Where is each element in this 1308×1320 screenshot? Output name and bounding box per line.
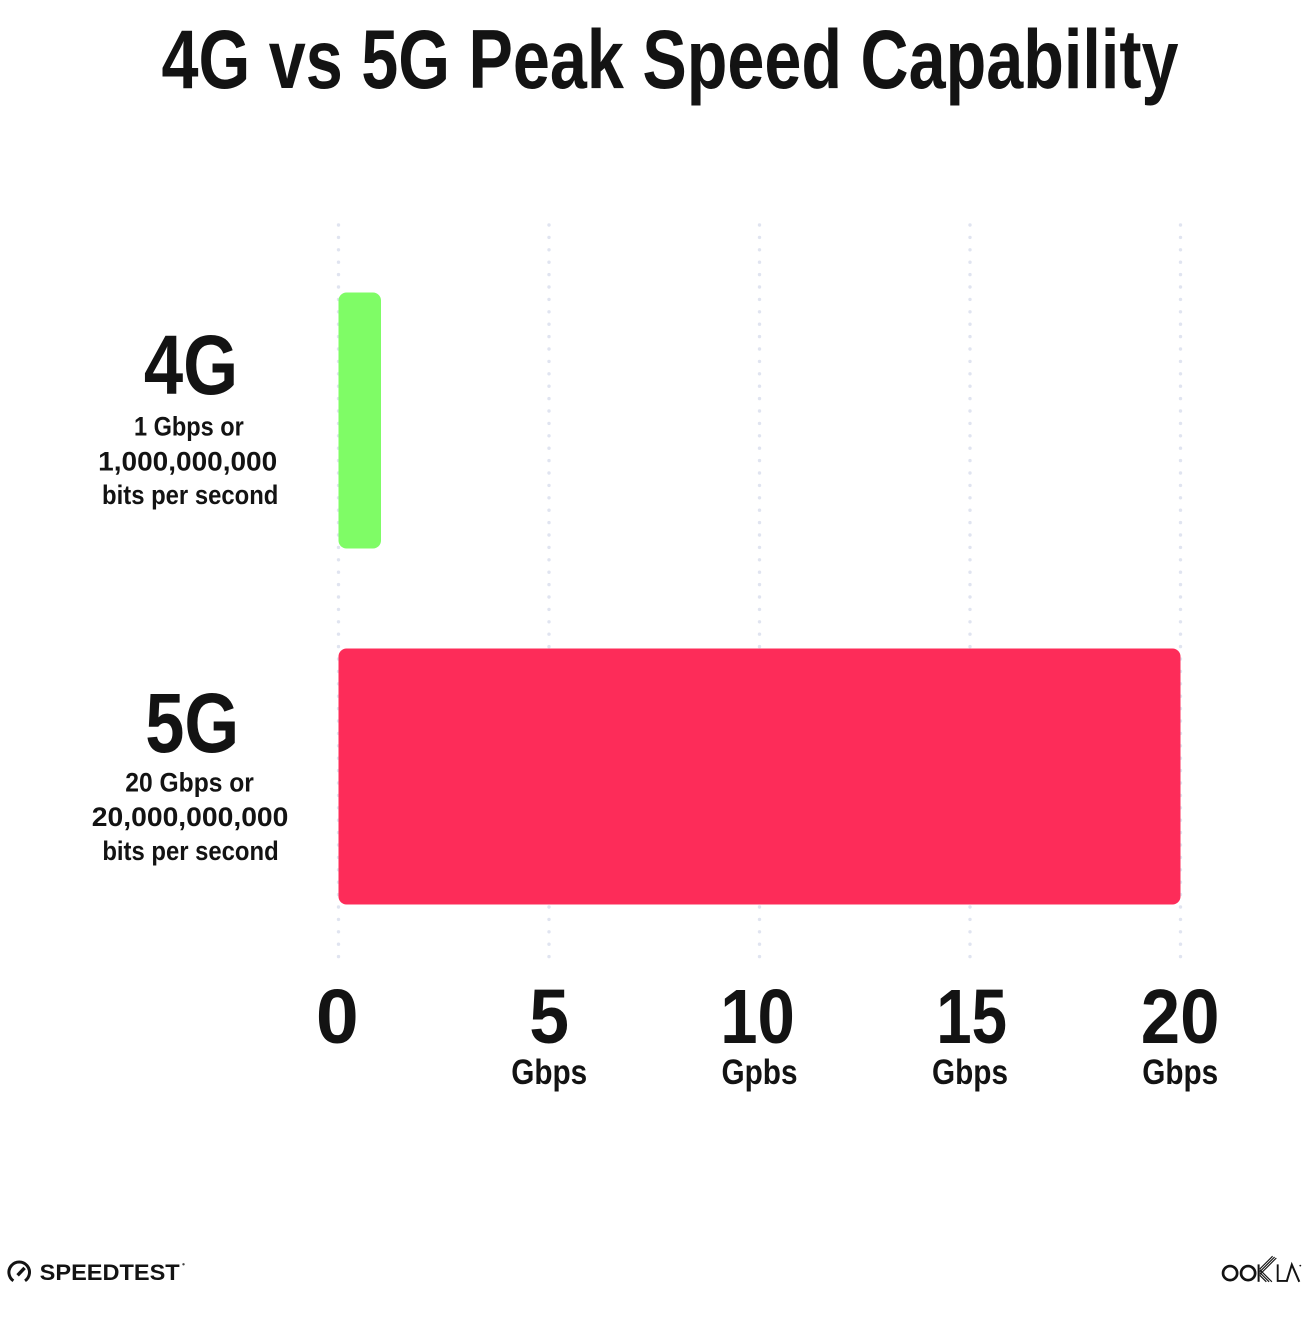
- svg-text:4G: 4G: [144, 318, 238, 412]
- svg-text:SPEEDTEST: SPEEDTEST: [40, 1260, 180, 1285]
- svg-text:0: 0: [316, 974, 359, 1060]
- svg-text:1,000,000,000: 1,000,000,000: [98, 446, 277, 476]
- svg-text:5G: 5G: [145, 676, 239, 770]
- svg-text:20,000,000,000: 20,000,000,000: [92, 802, 289, 832]
- svg-text:4G vs 5G Peak Speed Capability: 4G vs 5G Peak Speed Capability: [162, 12, 1179, 106]
- svg-text:Gpbs: Gpbs: [722, 1053, 798, 1092]
- svg-text:10: 10: [720, 974, 795, 1060]
- svg-text:bits per second: bits per second: [102, 836, 278, 866]
- svg-text:20: 20: [1141, 974, 1220, 1060]
- svg-text:Gbps: Gbps: [511, 1053, 587, 1092]
- svg-text:bits per second: bits per second: [102, 480, 278, 510]
- svg-text:Gbps: Gbps: [932, 1053, 1008, 1092]
- svg-text:Gbps: Gbps: [1142, 1053, 1218, 1092]
- svg-text:15: 15: [936, 974, 1007, 1060]
- svg-text:20 Gbps or: 20 Gbps or: [125, 768, 254, 798]
- svg-text:1 Gbps or: 1 Gbps or: [134, 412, 244, 442]
- svg-text:5: 5: [529, 974, 569, 1060]
